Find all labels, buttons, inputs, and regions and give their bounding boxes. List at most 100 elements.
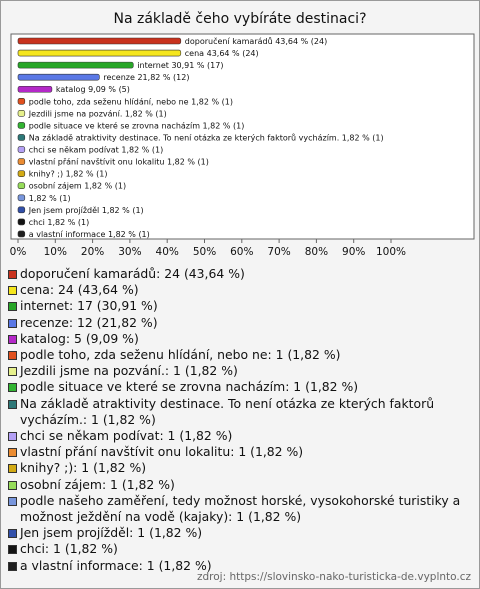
bar-label: vlastní přání navštívit onu lokalitu 1,8… [29, 157, 209, 167]
bar [17, 230, 26, 238]
legend-swatch [8, 367, 17, 377]
x-tick-label: 60% [230, 246, 253, 258]
legend-swatch [8, 286, 17, 296]
legend-item: chci se někam podívat: 1 (1,82 %) [7, 428, 475, 444]
bar-label: podle toho, zda seženu hlídání, nebo ne … [29, 97, 233, 106]
bar [17, 206, 26, 214]
legend-label: Na základě atraktivity destinace. To nen… [20, 395, 435, 427]
legend-swatch [8, 270, 17, 279]
legend-swatch [8, 480, 17, 490]
bar [17, 73, 100, 81]
bar [17, 61, 134, 69]
legend-swatch [8, 334, 17, 344]
chart-title: Na základě čeho vybíráte destinaci? [113, 11, 366, 27]
legend-swatch [8, 318, 17, 328]
legend-swatch [8, 496, 17, 506]
bar-label: chci 1,82 % (1) [29, 218, 89, 227]
legend-swatch [8, 529, 17, 539]
bar [17, 98, 26, 105]
bar [17, 122, 26, 129]
bar-label: knihy? ;) 1,82 % (1) [29, 170, 108, 179]
legend-label: podle našeho zaměření, tedy možnost hors… [20, 492, 461, 525]
bar [17, 182, 26, 190]
legend-label: katalog: 5 (9,09 %) [20, 330, 139, 346]
legend-item: cena: 24 (43,64 %) [7, 282, 475, 298]
bar-label: doporučení kamarádů 43,64 % (24) [185, 36, 327, 46]
legend-label: doporučení kamarádů: 24 (43,64 %) [20, 266, 245, 281]
legend-label: Jen jsem projížděl: 1 (1,82 %) [20, 525, 203, 541]
bar-label: chci se někam podívat 1,82 % (1) [29, 146, 163, 155]
legend-item: vlastní přání navštívit onu lokalitu: 1 … [7, 444, 475, 460]
bar-label: cena 43,64 % (24) [185, 49, 259, 58]
legend-item: podle toho, zda seženu hlídání, nebo ne:… [7, 347, 475, 363]
legend-item: podle našeho zaměření, tedy možnost hors… [7, 493, 475, 525]
legend-swatch [8, 351, 17, 361]
bar [17, 134, 26, 141]
bar [17, 85, 53, 93]
legend-swatch [8, 383, 17, 393]
legend-item: podle situace ve které se zrovna nachází… [7, 379, 475, 395]
legend-label: internet: 17 (30,91 %) [20, 298, 158, 314]
bar-label: osobní zájem 1,82 % (1) [29, 182, 126, 191]
legend-item: internet: 17 (30,91 %) [7, 298, 475, 314]
x-tick-label: 90% [342, 246, 365, 258]
x-tick-label: 40% [156, 246, 179, 258]
x-tick-label: 80% [305, 246, 328, 258]
x-tick-label: 30% [118, 246, 141, 258]
legend-item: recenze: 12 (21,82 %) [7, 315, 475, 331]
bar-label: Jezdili jsme na pozvání. 1,82 % (1) [28, 109, 167, 118]
x-tick-label: 0% [10, 246, 27, 258]
legend: doporučení kamarádů: 24 (43,64 %) cena: 2… [7, 266, 475, 574]
legend-item: knihy? ;): 1 (1,82 %) [7, 460, 475, 476]
chart: Na základě čeho vybíráte destinaci? 0% 10… [10, 11, 475, 258]
legend-label: osobní zájem: 1 (1,82 %) [20, 476, 175, 492]
legend-label: Jezdili jsme na pozvání.: 1 (1,82 %) [20, 363, 238, 379]
x-tick-label: 50% [193, 246, 216, 258]
legend-label: chci: 1 (1,82 %) [20, 541, 118, 557]
bar-label: recenze 21,82 % (12) [103, 73, 189, 82]
legend-label: podle toho, zda seženu hlídání, nebo ne:… [20, 347, 341, 363]
bar [17, 110, 26, 117]
bar [17, 158, 26, 165]
bar [17, 37, 182, 45]
legend-item: katalog: 5 (9,09 %) [7, 331, 475, 347]
legend-swatch [8, 448, 17, 458]
legend-label: knihy? ;): 1 (1,82 %) [20, 460, 147, 476]
legend-item: chci: 1 (1,82 %) [7, 541, 475, 557]
legend-swatch [8, 399, 17, 409]
x-tick-label: 70% [267, 246, 290, 258]
bar [17, 49, 182, 57]
legend-label: a vlastní informace: 1 (1,82 %) [20, 557, 212, 573]
legend-label: vlastní přání navštívit onu lokalitu: 1 … [20, 444, 304, 460]
legend-item: Na základě atraktivity destinace. To nen… [7, 396, 475, 428]
legend-swatch [8, 302, 17, 312]
bar-label: Jen jsem projížděl 1,82 % (1) [28, 206, 144, 215]
legend-item: a vlastní informace: 1 (1,82 %) [7, 558, 475, 574]
bar [17, 194, 26, 202]
x-tick-label: 10% [44, 246, 67, 258]
bar [17, 170, 26, 177]
legend-label: recenze: 12 (21,82 %) [20, 314, 158, 330]
bar-label: podle situace ve které se zrovna nachází… [29, 120, 245, 130]
bar-label: katalog 9,09 % (5) [56, 85, 130, 94]
source: zdroj: https://slovinsko-nako-turisticka… [196, 571, 471, 583]
legend-swatch [8, 432, 17, 442]
legend-item: Jen jsem projížděl: 1 (1,82 %) [7, 525, 475, 541]
bar [17, 218, 26, 226]
legend-item: doporučení kamarádů: 24 (43,64 %) [7, 266, 475, 282]
legend-label: chci se někam podívat: 1 (1,82 %) [20, 428, 233, 444]
x-tick-label: 20% [81, 246, 104, 258]
legend-label: podle situace ve které se zrovna nachází… [20, 379, 359, 395]
legend-swatch [8, 561, 17, 571]
bar-label: internet 30,91 % (17) [137, 61, 223, 70]
bar-label: Na základě atraktivity destinace. To nen… [29, 132, 384, 142]
legend-label: cena: 24 (43,64 %) [20, 282, 139, 298]
legend-swatch [8, 545, 17, 555]
legend-item: osobní zájem: 1 (1,82 %) [7, 477, 475, 493]
bar [17, 146, 26, 153]
x-tick-label: 100% [376, 246, 406, 258]
bar-label: 1,82 % (1) [29, 194, 71, 203]
bar-label: a vlastní informace 1,82 % (1) [29, 230, 150, 239]
legend-swatch [8, 464, 17, 474]
